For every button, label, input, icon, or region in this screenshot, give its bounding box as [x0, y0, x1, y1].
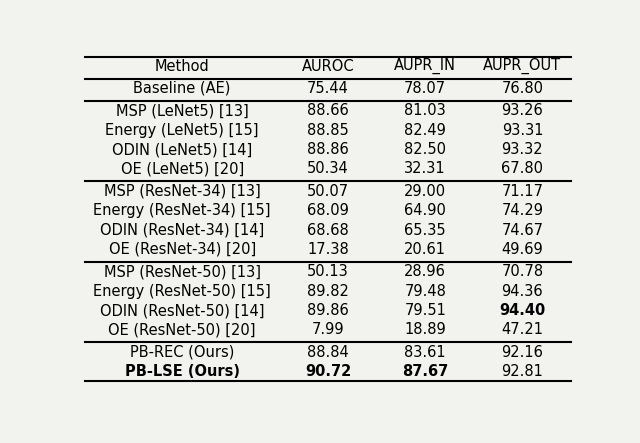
Text: 71.17: 71.17 — [501, 184, 543, 198]
Text: PB-REC (Ours): PB-REC (Ours) — [130, 345, 234, 360]
Text: 81.03: 81.03 — [404, 103, 446, 118]
Text: PB-LSE (Ours): PB-LSE (Ours) — [125, 364, 239, 379]
Text: 29.00: 29.00 — [404, 184, 446, 198]
Text: Method: Method — [155, 59, 209, 74]
Text: 92.16: 92.16 — [502, 345, 543, 360]
Text: 65.35: 65.35 — [404, 222, 446, 237]
Text: 50.34: 50.34 — [307, 161, 349, 176]
Text: 50.07: 50.07 — [307, 184, 349, 198]
Text: 82.49: 82.49 — [404, 123, 446, 138]
Text: 50.13: 50.13 — [307, 264, 349, 279]
Text: 93.31: 93.31 — [502, 123, 543, 138]
Text: 75.44: 75.44 — [307, 81, 349, 96]
Text: ODIN (ResNet-50) [14]: ODIN (ResNet-50) [14] — [100, 303, 264, 318]
Text: 88.84: 88.84 — [307, 345, 349, 360]
Text: 74.29: 74.29 — [501, 203, 543, 218]
Text: OE (LeNet5) [20]: OE (LeNet5) [20] — [120, 161, 244, 176]
Text: 18.89: 18.89 — [404, 323, 446, 338]
Text: 92.81: 92.81 — [502, 364, 543, 379]
Text: AUROC: AUROC — [301, 59, 355, 74]
Text: 17.38: 17.38 — [307, 242, 349, 257]
Text: 64.90: 64.90 — [404, 203, 446, 218]
Text: OE (ResNet-50) [20]: OE (ResNet-50) [20] — [108, 323, 256, 338]
Text: 7.99: 7.99 — [312, 323, 344, 338]
Text: 74.67: 74.67 — [501, 222, 543, 237]
Text: 79.51: 79.51 — [404, 303, 446, 318]
Text: 32.31: 32.31 — [404, 161, 446, 176]
Text: 93.26: 93.26 — [502, 103, 543, 118]
Text: 78.07: 78.07 — [404, 81, 446, 96]
Text: 82.50: 82.50 — [404, 142, 446, 157]
Text: AUPR_OUT: AUPR_OUT — [483, 58, 561, 74]
Text: 89.86: 89.86 — [307, 303, 349, 318]
Text: MSP (ResNet-34) [13]: MSP (ResNet-34) [13] — [104, 184, 260, 198]
Text: 90.72: 90.72 — [305, 364, 351, 379]
Text: ODIN (LeNet5) [14]: ODIN (LeNet5) [14] — [112, 142, 252, 157]
Text: 49.69: 49.69 — [502, 242, 543, 257]
Text: 89.82: 89.82 — [307, 284, 349, 299]
Text: 93.32: 93.32 — [502, 142, 543, 157]
Text: 94.40: 94.40 — [499, 303, 545, 318]
Text: 76.80: 76.80 — [501, 81, 543, 96]
Text: Energy (ResNet-34) [15]: Energy (ResNet-34) [15] — [93, 203, 271, 218]
Text: 87.67: 87.67 — [402, 364, 449, 379]
Text: 88.85: 88.85 — [307, 123, 349, 138]
Text: 88.86: 88.86 — [307, 142, 349, 157]
Text: ODIN (ResNet-34) [14]: ODIN (ResNet-34) [14] — [100, 222, 264, 237]
Text: OE (ResNet-34) [20]: OE (ResNet-34) [20] — [109, 242, 256, 257]
Text: Baseline (AE): Baseline (AE) — [134, 81, 231, 96]
Text: MSP (ResNet-50) [13]: MSP (ResNet-50) [13] — [104, 264, 260, 279]
Text: 94.36: 94.36 — [502, 284, 543, 299]
Text: 70.78: 70.78 — [501, 264, 543, 279]
Text: 28.96: 28.96 — [404, 264, 446, 279]
Text: 20.61: 20.61 — [404, 242, 446, 257]
Text: 67.80: 67.80 — [501, 161, 543, 176]
Text: Energy (ResNet-50) [15]: Energy (ResNet-50) [15] — [93, 284, 271, 299]
Text: 83.61: 83.61 — [404, 345, 446, 360]
Text: MSP (LeNet5) [13]: MSP (LeNet5) [13] — [116, 103, 248, 118]
Text: 68.09: 68.09 — [307, 203, 349, 218]
Text: 88.66: 88.66 — [307, 103, 349, 118]
Text: Energy (LeNet5) [15]: Energy (LeNet5) [15] — [106, 123, 259, 138]
Text: 47.21: 47.21 — [501, 323, 543, 338]
Text: 68.68: 68.68 — [307, 222, 349, 237]
Text: 79.48: 79.48 — [404, 284, 446, 299]
Text: AUPR_IN: AUPR_IN — [394, 58, 456, 74]
